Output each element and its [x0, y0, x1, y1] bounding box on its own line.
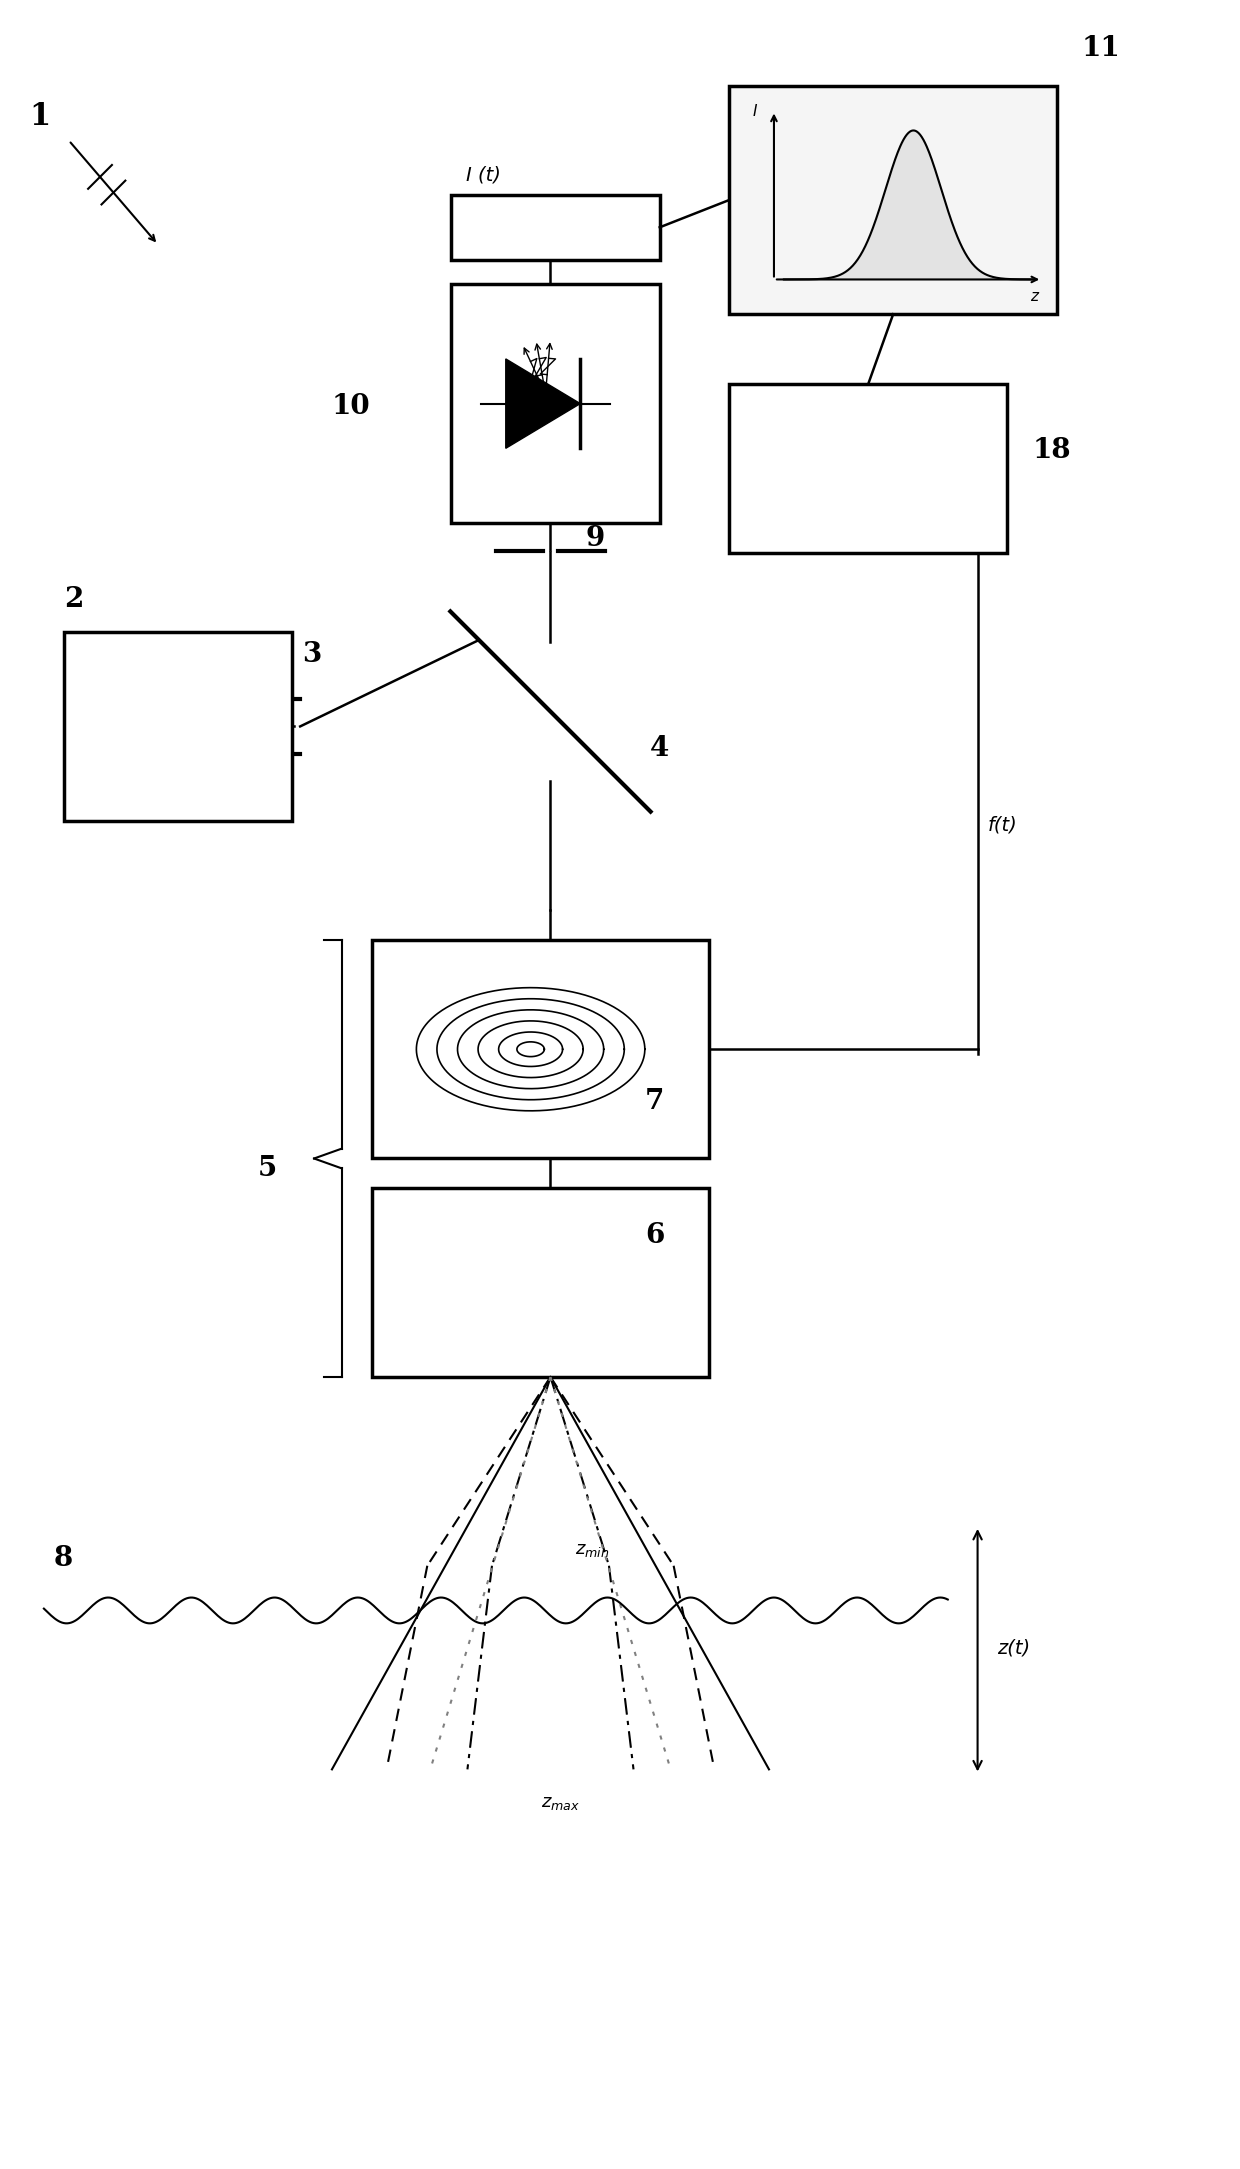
Bar — [63, 631, 293, 820]
Text: 2: 2 — [63, 586, 83, 614]
Text: $z_{min}$: $z_{min}$ — [575, 1540, 610, 1560]
Text: 1: 1 — [29, 102, 50, 132]
Bar — [451, 284, 660, 523]
Bar — [729, 384, 1007, 553]
Text: 3: 3 — [303, 640, 321, 668]
Text: $z_{max}$: $z_{max}$ — [541, 1794, 579, 1811]
Bar — [451, 195, 660, 260]
Text: 5: 5 — [258, 1156, 277, 1182]
Text: 7: 7 — [645, 1089, 665, 1115]
Text: 11: 11 — [1081, 35, 1121, 63]
Text: 6: 6 — [645, 1221, 665, 1249]
Text: 10: 10 — [332, 393, 371, 419]
Text: I: I — [753, 104, 756, 119]
Text: f(t): f(t) — [987, 816, 1017, 835]
Text: I (t): I (t) — [466, 165, 501, 184]
Bar — [729, 87, 1056, 315]
Text: z(t): z(t) — [997, 1638, 1030, 1657]
Bar — [372, 1189, 709, 1377]
Text: 8: 8 — [53, 1544, 73, 1573]
Bar — [372, 939, 709, 1158]
Text: 18: 18 — [1032, 438, 1071, 464]
Text: 9: 9 — [585, 525, 604, 551]
Polygon shape — [506, 358, 580, 449]
Text: 4: 4 — [650, 735, 670, 761]
Text: z: z — [1030, 288, 1038, 304]
